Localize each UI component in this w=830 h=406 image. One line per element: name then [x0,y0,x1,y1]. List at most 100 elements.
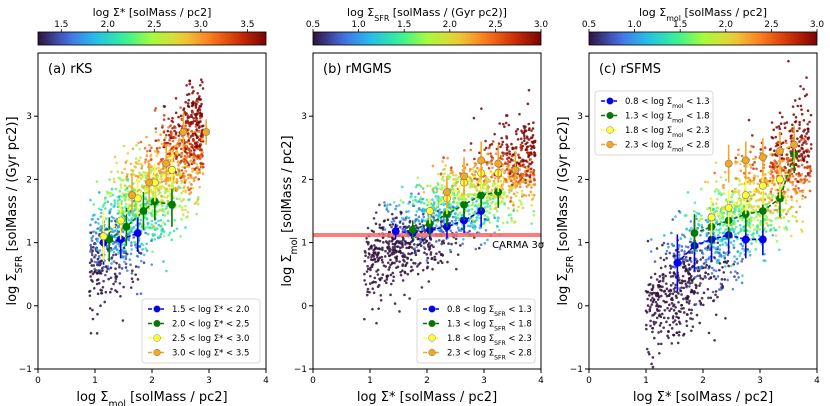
scatter-point [520,141,524,145]
scatter-point [109,191,113,195]
scatter-point [742,205,746,208]
scatter-point [758,178,762,182]
scatter-point [174,96,178,100]
scatter-point [401,222,405,225]
scatter-point [716,245,720,249]
scatter-point [116,202,120,205]
scatter-point [497,216,500,220]
x-tick-label: 2 [700,376,706,386]
scatter-point [141,248,144,251]
scatter-point [785,121,789,124]
legend: 1.5 < log Σ* < 2.02.0 < log Σ* < 2.52.5 … [141,298,261,364]
scatter-point [121,192,125,195]
scatter-point [192,158,196,162]
scatter-point [734,233,737,236]
legend-label: 1.5 < log Σ* < 2.0 [172,305,249,315]
scatter-point [803,94,807,98]
scatter-point [440,211,443,214]
scatter-point [717,192,721,195]
scatter-point [201,162,205,166]
scatter-point [386,210,390,213]
scatter-point [160,159,163,163]
scatter-point [416,176,420,180]
data-point [741,191,750,200]
scatter-point [718,268,721,272]
legend-box [141,298,261,364]
scatter-point [130,219,133,223]
scatter-point [768,192,772,196]
scatter-point [183,184,186,188]
scatter-point [376,255,379,259]
scatter-point [106,265,110,268]
scatter-point [734,190,738,194]
scatter-point [486,185,490,189]
scatter-point [672,304,675,308]
scatter-point [670,342,674,345]
scatter-point [418,261,422,265]
scatter-point [750,144,753,148]
scatter-point [783,208,786,211]
scatter-point [422,246,426,249]
scatter-point [98,271,102,275]
scatter-point [163,138,166,142]
scatter-point [677,316,680,320]
scatter-point [122,194,126,197]
scatter-point [440,177,444,181]
colorbar-tick-label: 2.5 [764,20,778,30]
scatter-point [365,270,369,273]
scatter-point [791,180,795,184]
scatter-point [504,178,508,181]
scatter-point [508,152,512,156]
scatter-point [522,165,525,168]
scatter-point [192,177,196,180]
data-point [145,178,154,187]
scatter-point [198,170,202,174]
scatter-point [127,198,131,201]
scatter-point [139,218,142,222]
scatter-point [417,229,420,232]
scatter-point [185,84,188,87]
scatter-point [507,123,511,127]
scatter-point [747,205,751,209]
scatter-point [135,143,138,147]
data-point [511,166,520,174]
scatter-point [510,217,513,220]
scatter-point [671,244,675,247]
scatter-point [175,197,179,201]
scatter-point [773,183,776,187]
scatter-point [371,258,374,262]
panel-title: (c) rSFMS [599,62,661,77]
data-point [162,159,171,168]
scatter-point [665,320,668,324]
scatter-point [97,255,101,258]
data-point [776,175,784,184]
scatter-point [112,242,115,245]
scatter-point [472,183,476,187]
scatter-point [487,218,490,222]
scatter-point [766,209,770,212]
colorbar-label: log Σ* [solMass / pc2] [93,6,212,19]
scatter-point [414,195,417,199]
scatter-point [674,306,677,309]
scatter-point [174,186,177,190]
scatter-point [472,116,476,120]
scatter-point [387,268,391,271]
scatter-point [646,304,650,307]
scatter-point [671,281,675,285]
scatter-point [800,108,803,111]
scatter-point [419,185,423,188]
scatter-point [786,195,790,198]
scatter-point [805,76,808,79]
scatter-point [141,243,145,247]
scatter-point [752,145,755,149]
scatter-point [184,156,188,160]
scatter-point [695,259,699,263]
scatter-point [517,162,521,165]
scatter-point [371,307,374,311]
scatter-point [515,161,519,164]
scatter-point [721,265,724,269]
scatter-point [802,178,806,181]
scatter-point [650,288,654,292]
scatter-point [377,251,380,254]
scatter-point [719,176,723,179]
